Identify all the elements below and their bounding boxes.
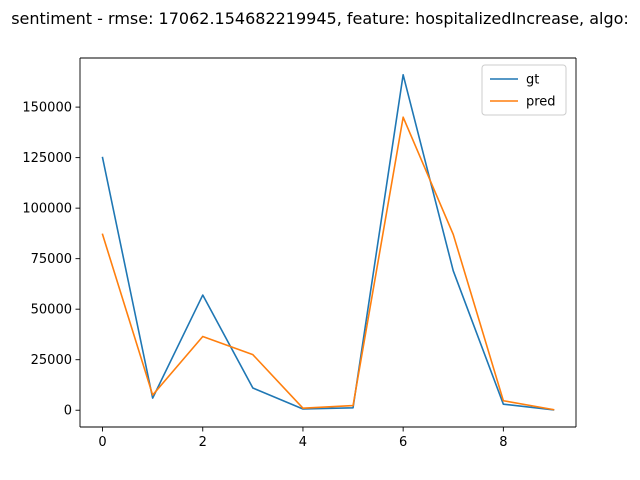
y-tick-label: 50000 <box>31 303 72 318</box>
y-tick-label: 125000 <box>22 151 72 166</box>
series-line-gt <box>101 73 555 411</box>
legend-label-pred: pred <box>526 95 556 110</box>
x-tick-label: 6 <box>399 435 407 450</box>
x-tick-label: 2 <box>199 435 207 450</box>
legend-label-gt: gt <box>526 73 539 88</box>
legend: gt pred <box>481 64 567 116</box>
y-tick-label: 0 <box>64 404 72 419</box>
x-tick-label: 4 <box>299 435 307 450</box>
y-tick-label: 75000 <box>31 252 72 267</box>
x-tick-label: 8 <box>499 435 507 450</box>
legend-box <box>481 64 567 116</box>
y-tick-label: 100000 <box>22 202 72 217</box>
axes-layer: 0 2 4 6 8 0 25000 50000 75000 100000 125000 150000 <box>22 57 577 450</box>
series-layer <box>101 73 555 411</box>
series-line-pred <box>101 116 555 411</box>
y-tick-label: 25000 <box>31 353 72 368</box>
x-tick-label: 0 <box>98 435 106 450</box>
chart-title: sentiment - rmse: 17062.154682219945, fe… <box>11 9 629 28</box>
y-tick-label: 150000 <box>22 101 72 116</box>
